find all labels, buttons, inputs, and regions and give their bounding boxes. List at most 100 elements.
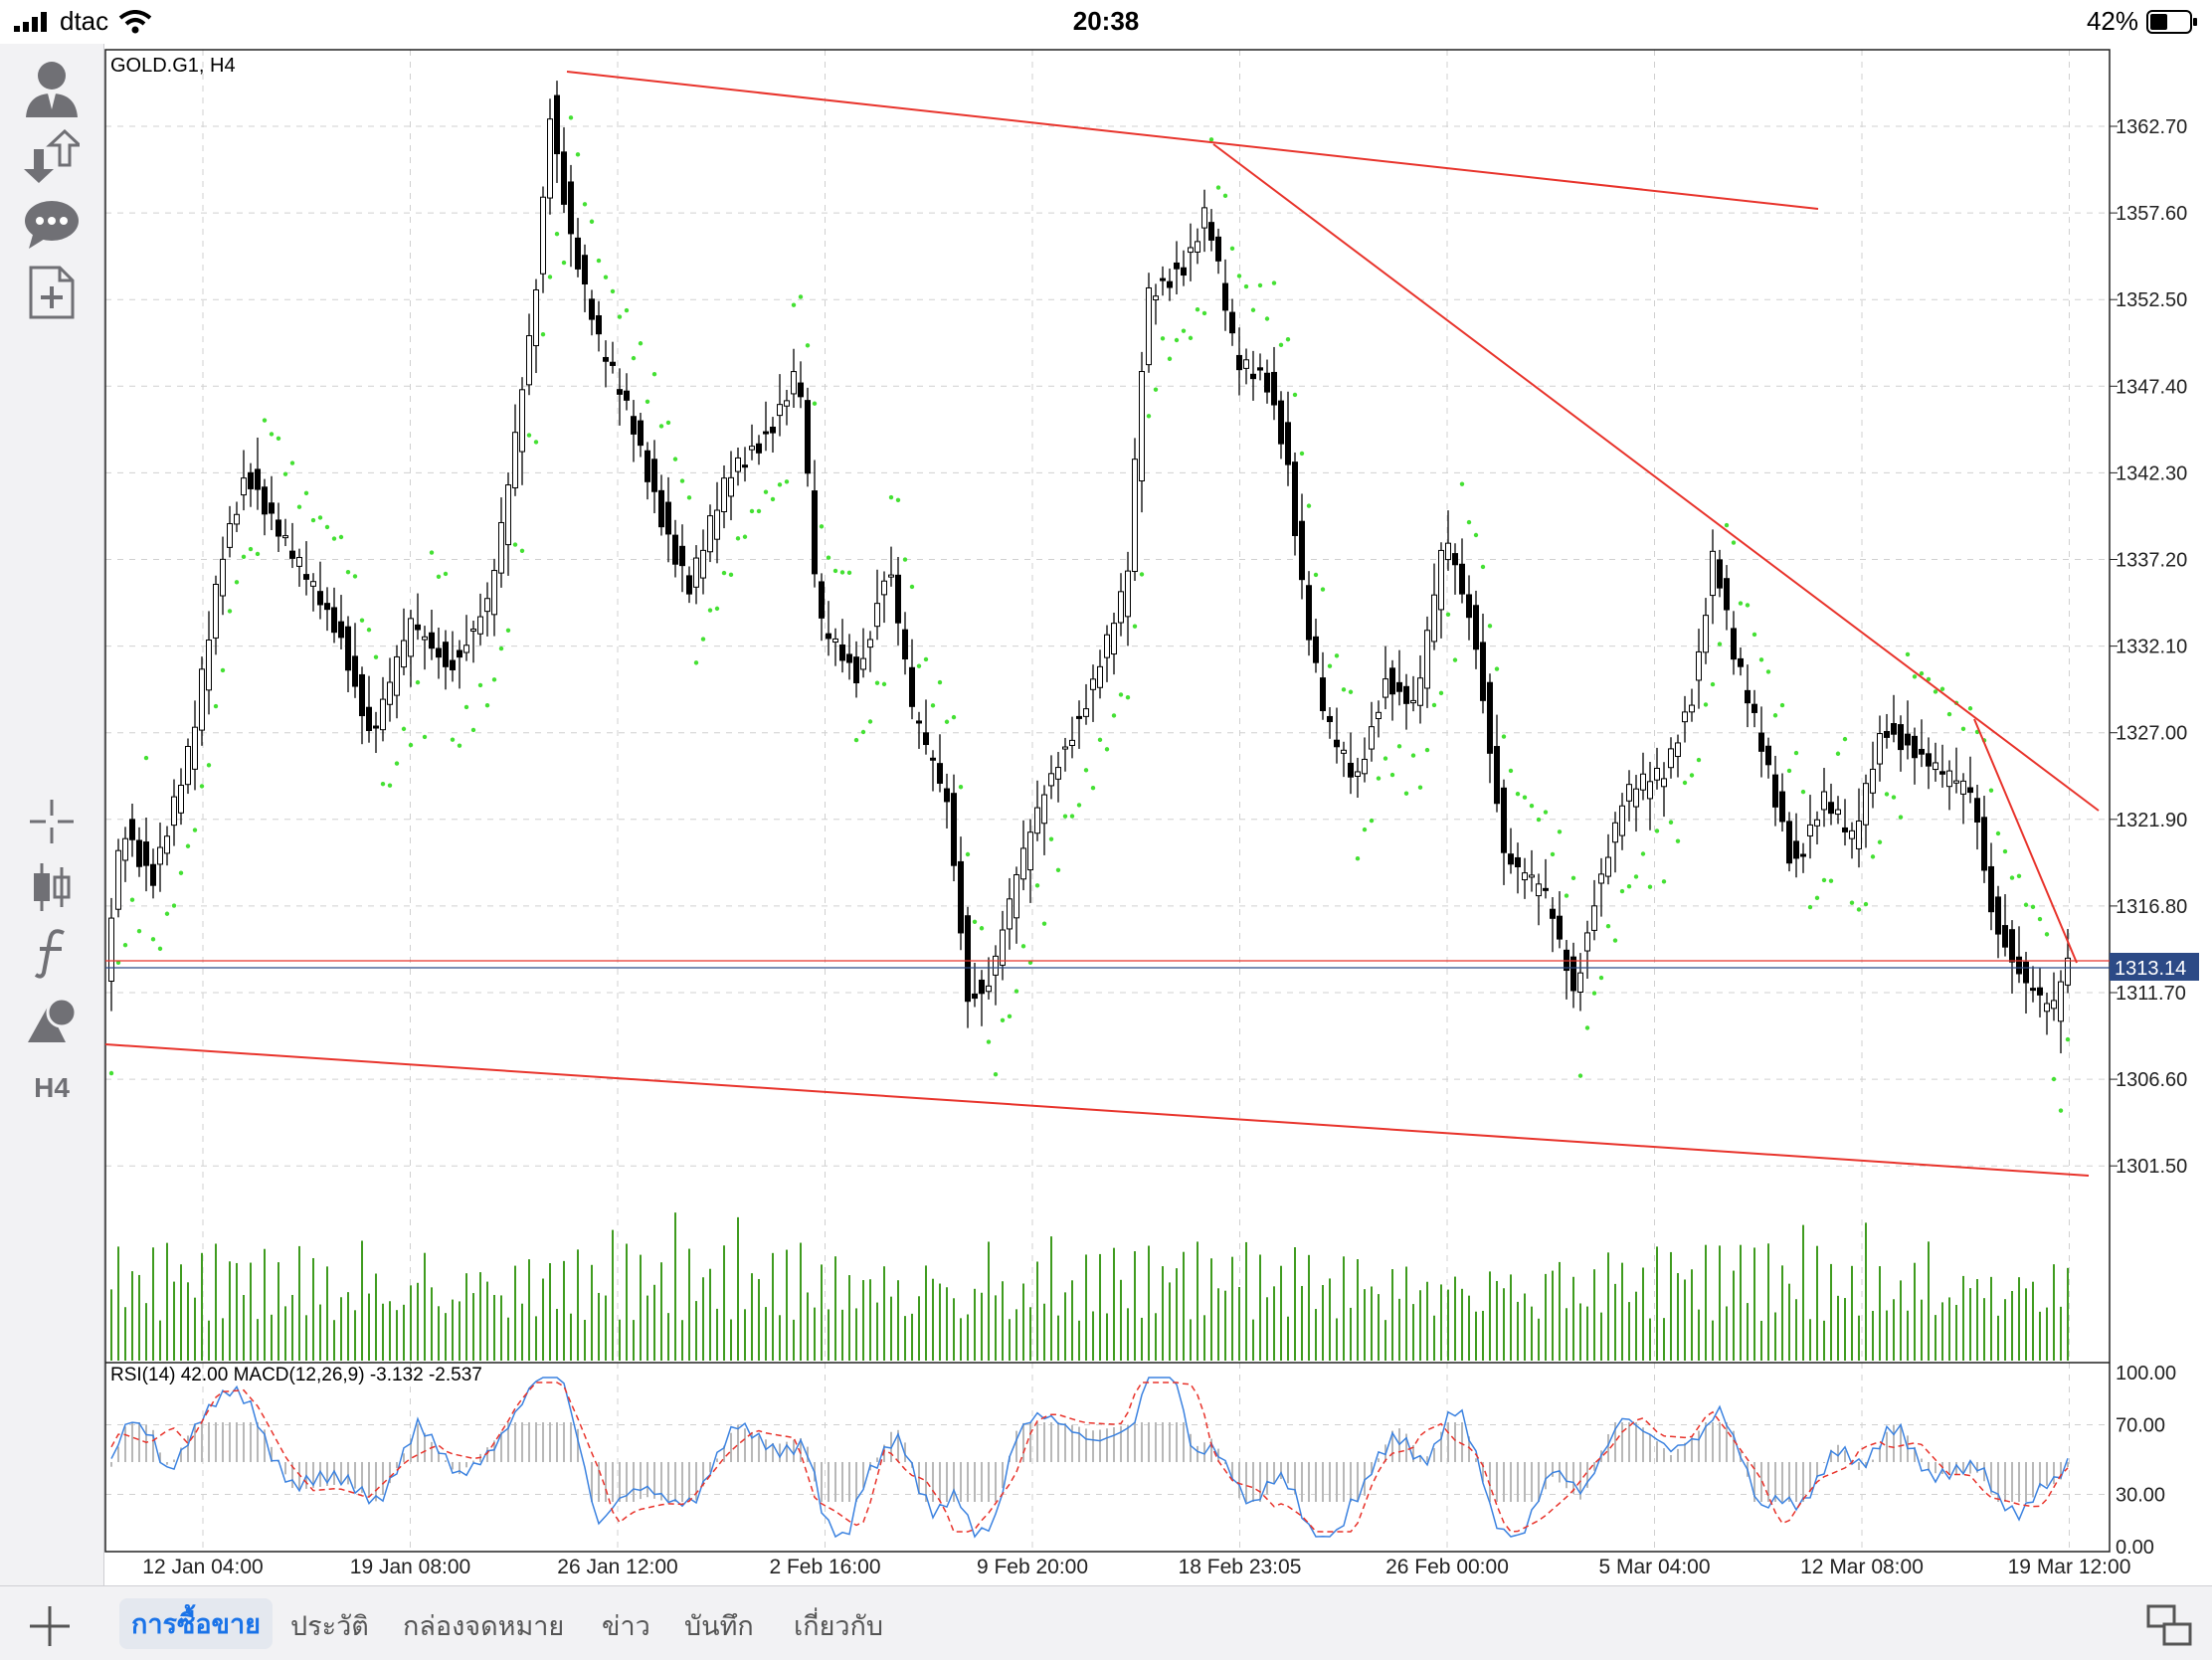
crosshair-icon[interactable] — [20, 790, 84, 853]
parabolic-sar-dot — [136, 928, 142, 934]
time-tick-label: 19 Mar 12:00 — [2008, 1556, 2131, 1578]
objects-icon[interactable] — [20, 989, 84, 1052]
candle-body — [568, 181, 574, 235]
candle-body — [227, 523, 233, 548]
parabolic-sar-dot — [303, 490, 309, 496]
candle-body — [1369, 726, 1375, 750]
chart-area[interactable]: 1362.70 1357.60 1352.50 1347.40 1342.30 1337.… — [0, 0, 2212, 1591]
parabolic-sar-dot — [1236, 274, 1242, 278]
candle-body — [742, 464, 748, 468]
parabolic-sar-dot — [1793, 750, 1799, 756]
parabolic-sar-dot — [1320, 587, 1326, 592]
candle-body — [993, 955, 999, 976]
candle-body — [1696, 650, 1702, 681]
window-layout-icon[interactable] — [2146, 1604, 2192, 1646]
parabolic-sar-dot — [651, 371, 657, 377]
parabolic-sar-dot — [881, 681, 887, 687]
candle-body — [1139, 371, 1145, 482]
candle-body — [777, 404, 783, 417]
candle-body — [603, 356, 609, 362]
candle-body — [721, 477, 727, 513]
parabolic-sar-dot — [554, 232, 560, 237]
new-document-icon[interactable] — [20, 261, 84, 324]
timeframe-icon[interactable]: H4 — [20, 1056, 84, 1120]
parabolic-sar-dot — [122, 943, 128, 948]
candle-body — [1160, 277, 1166, 281]
tab-history[interactable]: ประวัติ — [290, 1611, 369, 1641]
parabolic-sar-dot — [484, 703, 490, 708]
candle-body — [526, 335, 532, 386]
indicator-label: RSI(14) 42.00 MACD(12,26,9) -3.132 -2.53… — [110, 1365, 482, 1385]
candle-body — [1236, 354, 1242, 371]
trade-arrows-icon[interactable] — [20, 125, 84, 189]
candle-body — [575, 237, 581, 270]
candle-body — [324, 603, 330, 611]
parabolic-sar-dot — [255, 551, 261, 557]
candle-body — [213, 584, 219, 639]
candle-body — [380, 698, 386, 731]
parabolic-sar-dot — [1348, 689, 1354, 694]
parabolic-sar-dot — [185, 843, 191, 848]
tab-news[interactable]: ข่าว — [602, 1611, 650, 1641]
candle-body — [1584, 932, 1590, 952]
candle-body — [679, 545, 685, 567]
candle-body — [819, 581, 825, 619]
parabolic-sar-dot — [289, 461, 295, 465]
parabolic-sar-dot — [1041, 921, 1047, 926]
candle-body — [1167, 280, 1173, 288]
chart-type-icon[interactable] — [20, 855, 84, 919]
parabolic-sar-dot — [846, 570, 852, 576]
candle-body — [1612, 822, 1618, 843]
parabolic-sar-dot — [1125, 694, 1131, 700]
candle-body — [317, 591, 323, 606]
parabolic-sar-dot — [1703, 702, 1709, 707]
chat-icon[interactable] — [20, 193, 84, 257]
candle-body — [1181, 267, 1187, 277]
parabolic-sar-dot — [1814, 895, 1820, 901]
tab-about[interactable]: เกี่ยวกับ — [794, 1611, 884, 1641]
parabolic-sar-dot — [1877, 839, 1883, 844]
candle-body — [1376, 711, 1382, 720]
parabolic-sar-dot — [1821, 877, 1827, 883]
candle-body — [408, 618, 414, 657]
candle-body — [2030, 988, 2036, 992]
price-tick-label: 1362.70 — [2116, 116, 2187, 138]
parabolic-sar-dot — [408, 742, 414, 748]
parabolic-sar-dot — [1257, 282, 1263, 288]
tab-trade[interactable]: การซื้อขาย — [119, 1598, 273, 1649]
candle-body — [1132, 459, 1138, 573]
indicators-icon[interactable] — [20, 921, 84, 985]
parabolic-sar-dot — [1062, 814, 1068, 819]
parabolic-sar-dot — [345, 569, 351, 575]
parabolic-sar-dot — [679, 478, 685, 483]
parabolic-sar-dot — [1292, 392, 1298, 398]
candle-body — [2044, 1003, 2050, 1013]
tab-journal[interactable]: บันทึก — [684, 1611, 754, 1641]
parabolic-sar-dot — [603, 275, 609, 279]
parabolic-sar-dot — [853, 737, 859, 743]
candle-body — [610, 361, 616, 366]
add-icon[interactable] — [28, 1604, 72, 1648]
candle-body — [1842, 827, 1848, 832]
parabolic-sar-dot — [1550, 851, 1556, 857]
parabolic-sar-dot — [1410, 753, 1416, 758]
parabolic-sar-dot — [1828, 878, 1834, 883]
parabolic-sar-dot — [150, 937, 156, 942]
tab-mailbox[interactable]: กล่องจดหมาย — [403, 1611, 565, 1641]
parabolic-sar-dot — [1849, 900, 1855, 905]
time-tick-label: 19 Jan 08:00 — [350, 1556, 470, 1578]
parabolic-sar-dot — [331, 536, 337, 541]
parabolic-sar-dot — [324, 524, 330, 530]
candle-body — [136, 839, 142, 867]
parabolic-sar-dot — [436, 574, 442, 579]
candle-body — [735, 457, 741, 472]
candle-body — [1772, 774, 1778, 808]
parabolic-sar-dot — [276, 436, 281, 441]
candle-body — [1981, 817, 1987, 871]
candle-body — [1939, 771, 1945, 775]
parabolic-sar-dot — [338, 534, 344, 540]
candle-body — [902, 629, 908, 660]
parabolic-sar-dot — [686, 495, 692, 500]
account-icon[interactable] — [20, 56, 84, 119]
time-tick-label: 12 Jan 04:00 — [142, 1556, 263, 1578]
